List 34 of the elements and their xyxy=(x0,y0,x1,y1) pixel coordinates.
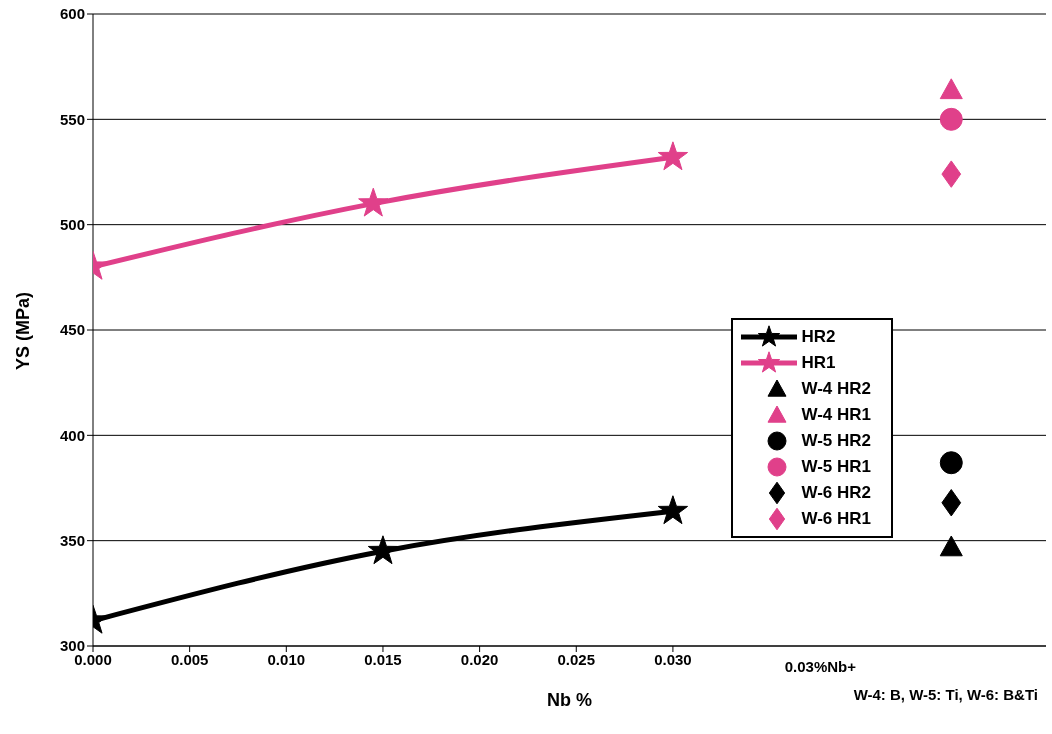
point xyxy=(657,141,689,171)
point xyxy=(941,160,962,188)
x-tick-label: 0.015 xyxy=(364,650,402,668)
point xyxy=(367,535,399,565)
y-tick-label: 500 xyxy=(59,215,85,233)
legend-label: W-5 HR2 xyxy=(801,431,871,451)
point xyxy=(358,187,389,217)
point xyxy=(657,495,689,525)
y-tick-label: 450 xyxy=(59,321,85,339)
legend-label: W-4 HR1 xyxy=(801,405,871,425)
point xyxy=(941,489,962,517)
point xyxy=(939,78,963,100)
text: 0.03%Nb+ xyxy=(782,658,858,675)
legend-label: HR2 xyxy=(801,327,836,347)
x-tick-label: 0.025 xyxy=(557,650,596,668)
x-tick-label: 0.030 xyxy=(654,650,692,668)
x-tick-label: 0.010 xyxy=(267,650,306,668)
legend-label: W-6 HR1 xyxy=(801,509,871,529)
x-axis-title: Nb % xyxy=(547,690,592,710)
legend-label: W-6 HR2 xyxy=(801,483,871,503)
legend-label: W-5 HR1 xyxy=(801,457,871,477)
point xyxy=(939,535,963,557)
y-tick-label: 350 xyxy=(59,531,85,549)
point xyxy=(939,451,963,475)
point xyxy=(939,107,963,131)
x-tick-label: 0.020 xyxy=(460,650,499,668)
text: W-4: B, W-5: Ti, W-6: B&Ti xyxy=(851,686,1040,703)
x-tick-label: 0.005 xyxy=(170,650,209,668)
y-axis-title: YS (MPa) xyxy=(13,291,34,370)
y-tick-label: 400 xyxy=(59,426,85,444)
y-tick-label: 600 xyxy=(59,5,85,23)
y-tick-label: 550 xyxy=(59,110,85,128)
legend-label: W-4 HR2 xyxy=(801,379,871,399)
legend-label: HR1 xyxy=(801,353,836,373)
